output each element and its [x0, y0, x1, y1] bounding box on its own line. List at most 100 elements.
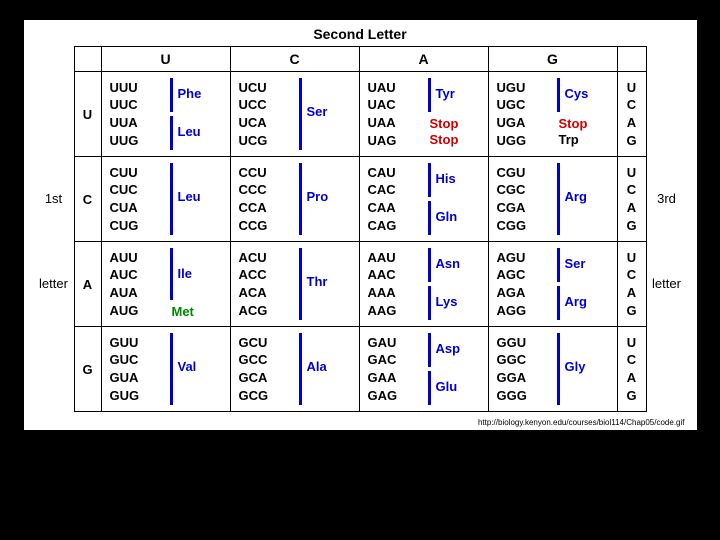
amino-acid-label: Arg [565, 294, 587, 309]
codon-list: CAU CAC CAA CAG [359, 157, 426, 242]
amino-acid-label: Thr [307, 274, 328, 289]
group-bar [557, 248, 560, 282]
hdr-g: G [488, 47, 617, 72]
side-spacer-r [646, 47, 687, 72]
group-bar [428, 248, 431, 282]
side-label-right: 3rd [646, 157, 687, 242]
amino-acid-cell: Ser Arg [555, 242, 618, 327]
side-label-right [646, 72, 687, 157]
codon-list: UAU UAC UAA UAG [359, 72, 426, 157]
codon-list: AGU AGC AGA AGG [488, 242, 555, 327]
codon-list: GCU GCC GCA GCG [230, 327, 297, 412]
amino-acid-label: His [436, 171, 456, 186]
codon-table: U C A G UUUU UUC UUA UUG Phe Leu UCU UCC UC… [34, 46, 687, 412]
amino-acid-cell: CysStopTrp [555, 72, 618, 157]
amino-acid-label: Ser [565, 256, 586, 271]
third-letter-col: U C A G [617, 242, 646, 327]
amino-acid-cell: Phe Leu [168, 72, 231, 157]
first-letter: G [74, 327, 101, 412]
group-bar [170, 163, 173, 235]
group-bar [557, 163, 560, 235]
codon-list: UGU UGC UGA UGG [488, 72, 555, 157]
codon-list: GUU GUC GUA GUG [101, 327, 168, 412]
amino-acid-cell: Val [168, 327, 231, 412]
side-label-right [646, 327, 687, 412]
corner-blank-r [617, 47, 646, 72]
codon-list: AAU AAC AAA AAG [359, 242, 426, 327]
third-letter-col: U C A G [617, 157, 646, 242]
amino-acid-label: Val [178, 359, 197, 374]
amino-acid-cell: Ile Met [168, 242, 231, 327]
amino-acid-label: Ser [307, 104, 328, 119]
amino-acid-label: Leu [178, 189, 201, 204]
amino-acid-label: Ala [307, 359, 327, 374]
codon-list: GAU GAC GAA GAG [359, 327, 426, 412]
side-label-left: letter [34, 242, 75, 327]
codon-list: UUU UUC UUA UUG [101, 72, 168, 157]
amino-acid-label: Asn [436, 256, 461, 271]
group-bar [299, 163, 302, 235]
table-row: letterAAUU AUC AUA AUGIleMetACU ACC ACA … [34, 242, 687, 327]
amino-acid-cell: HisGln [426, 157, 489, 242]
table-row: 1stCCUU CUC CUA CUG Leu CCU CCC CCA CCG Pro… [34, 157, 687, 242]
amino-acid-label: Ile [178, 266, 192, 281]
side-spacer [34, 47, 75, 72]
header-row: U C A G [34, 47, 687, 72]
group-bar [299, 333, 302, 405]
title-second-letter: Second Letter [34, 26, 687, 42]
group-bar [299, 248, 302, 320]
amino-acid-cell: Asn Lys [426, 242, 489, 327]
group-bar [557, 286, 560, 320]
codon-list: CCU CCC CCA CCG [230, 157, 297, 242]
third-letter-col: U C A G [617, 72, 646, 157]
credit-url: http://biology.kenyon.edu/courses/biol11… [478, 418, 685, 427]
group-bar [428, 201, 431, 235]
first-letter: A [74, 242, 101, 327]
codon-list: UCU UCC UCA UCG [230, 72, 297, 157]
amino-acid-label: Phe [178, 86, 202, 101]
group-bar [428, 286, 431, 320]
amino-acid-label: Met [172, 304, 194, 319]
first-letter: U [74, 72, 101, 157]
codon-list: ACU ACC ACA ACG [230, 242, 297, 327]
amino-acid-label: Asp [436, 341, 461, 356]
first-letter: C [74, 157, 101, 242]
hdr-u: U [101, 47, 230, 72]
amino-acid-label: Stop [430, 132, 459, 147]
amino-acid-label: Cys [565, 86, 589, 101]
codon-list: AUU AUC AUA AUG [101, 242, 168, 327]
amino-acid-label: Lys [436, 294, 458, 309]
amino-acid-label: Trp [559, 132, 579, 147]
group-bar [299, 78, 302, 150]
amino-acid-label: Tyr [436, 86, 455, 101]
side-label-right: letter [646, 242, 687, 327]
hdr-a: A [359, 47, 488, 72]
group-bar [428, 163, 431, 197]
codon-list: CUU CUC CUA CUG [101, 157, 168, 242]
group-bar [170, 248, 173, 300]
amino-acid-cell: Leu [168, 157, 231, 242]
amino-acid-label: Arg [565, 189, 587, 204]
amino-acid-cell: TyrStopStop [426, 72, 489, 157]
group-bar [170, 78, 173, 112]
side-label-left [34, 72, 75, 157]
amino-acid-cell: Ala [297, 327, 360, 412]
amino-acid-cell: Gly [555, 327, 618, 412]
side-label-left: 1st [34, 157, 75, 242]
group-bar [428, 78, 431, 112]
table-row: GGUU GUC GUA GUG Val GCU GCC GCA GCG Ala GAU… [34, 327, 687, 412]
amino-acid-label: Glu [436, 379, 458, 394]
group-bar [557, 78, 560, 112]
corner-blank [74, 47, 101, 72]
side-label-left [34, 327, 75, 412]
codon-table-wrap: Second Letter U C A G UUUU UUC UUA UUGPh… [24, 20, 697, 430]
amino-acid-cell: Thr [297, 242, 360, 327]
group-bar [170, 116, 173, 150]
amino-acid-label: Pro [307, 189, 329, 204]
group-bar [428, 371, 431, 405]
amino-acid-label: Leu [178, 124, 201, 139]
hdr-c: C [230, 47, 359, 72]
table-row: UUUU UUC UUA UUG Phe Leu UCU UCC UCA UCG Ser… [34, 72, 687, 157]
amino-acid-cell: Ser [297, 72, 360, 157]
amino-acid-label: Gly [565, 359, 586, 374]
